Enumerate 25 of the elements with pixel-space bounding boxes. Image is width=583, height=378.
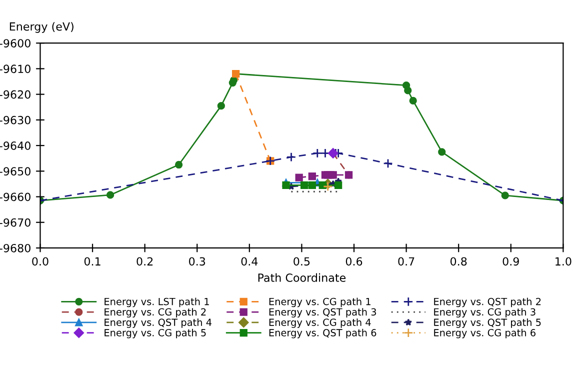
legend-label: Energy vs. CG path 3 [434, 308, 536, 318]
legend-label: Energy vs. CG path 5 [104, 328, 206, 338]
legend-label: Energy vs. QST path 2 [434, 298, 541, 308]
x-tick-label: 0.8 [450, 257, 467, 266]
legend-label: Energy vs. QST path 3 [269, 308, 376, 318]
legend-label: Energy vs. QST path 5 [434, 318, 541, 328]
legend-label: Energy vs. CG path 1 [269, 298, 370, 308]
legend-label: Energy vs. CG path 2 [104, 308, 206, 318]
x-tick-label: 0.2 [136, 257, 153, 266]
legend-label: Energy vs. CG path 4 [269, 318, 371, 328]
x-tick-label: 0.7 [398, 257, 414, 266]
legend-label: Energy vs. LST path 1 [104, 298, 209, 308]
x-tick-label: 0.9 [502, 257, 519, 266]
x-axis-title: Path Coordinate [258, 273, 346, 282]
legend-label: Energy vs. QST path 6 [269, 328, 376, 338]
x-tick-label: 0.1 [84, 257, 100, 266]
legend-label: Energy vs. CG path 6 [434, 328, 536, 338]
x-tick-label: 0.5 [294, 257, 310, 266]
x-tick-label: 0.6 [346, 257, 362, 266]
x-tick-label: 0.3 [189, 257, 206, 266]
legend-label: Energy vs. QST path 4 [104, 318, 212, 328]
x-tick-label: 1.0 [556, 257, 572, 266]
x-tick-label: 0.4 [241, 257, 258, 266]
x-tick-label: 0.0 [32, 257, 48, 266]
y-axis-title: Energy (eV) [10, 22, 74, 33]
